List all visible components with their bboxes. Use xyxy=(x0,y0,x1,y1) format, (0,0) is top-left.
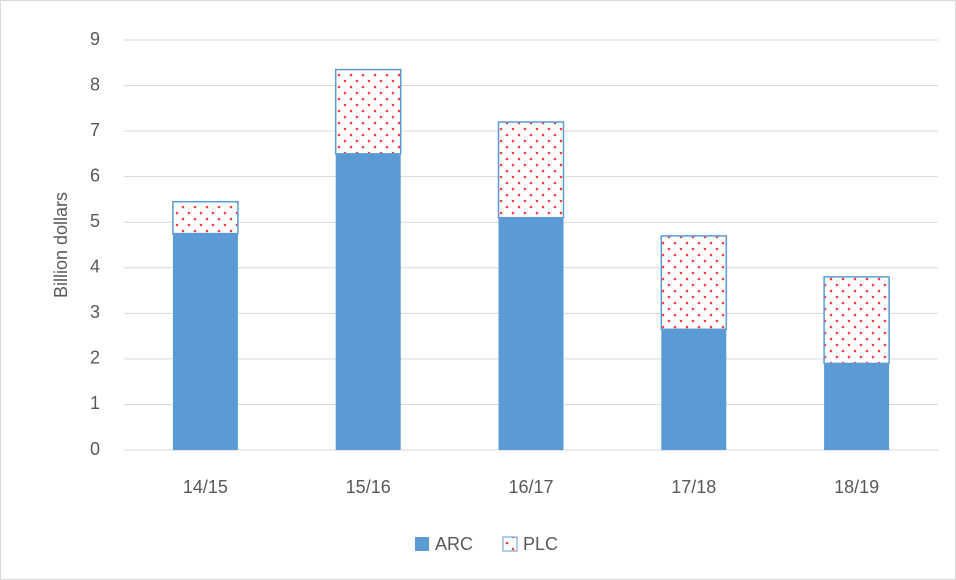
bar-segment xyxy=(335,153,401,450)
y-tick-label: 3 xyxy=(90,302,100,322)
bar-segment xyxy=(824,363,890,450)
bar-segment xyxy=(172,233,238,450)
x-tick-label: 14/15 xyxy=(183,477,228,497)
legend-swatch xyxy=(502,536,518,552)
x-tick-label: 17/18 xyxy=(671,477,716,497)
y-tick-label: 6 xyxy=(90,165,100,185)
y-tick-label: 9 xyxy=(90,29,100,49)
y-tick-label: 1 xyxy=(90,393,100,413)
legend-swatch xyxy=(415,537,429,551)
bar-segment xyxy=(823,276,890,365)
bar-segment xyxy=(498,217,564,450)
y-tick-label: 2 xyxy=(90,348,100,368)
x-tick-label: 16/17 xyxy=(508,477,553,497)
legend-label: ARC xyxy=(435,534,473,554)
y-tick-label: 7 xyxy=(90,120,100,140)
x-tick-label: 15/16 xyxy=(346,477,391,497)
bar-segment xyxy=(334,68,402,155)
x-tick-label: 18/19 xyxy=(834,477,879,497)
legend-label: PLC xyxy=(523,534,558,554)
y-tick-label: 4 xyxy=(90,257,100,277)
bar-segment xyxy=(172,200,239,235)
bar-segment xyxy=(661,329,727,450)
y-tick-label: 0 xyxy=(90,439,100,459)
y-axis-label: Billion dollars xyxy=(51,192,71,298)
y-tick-label: 5 xyxy=(90,211,100,231)
bar-segment xyxy=(497,121,565,219)
y-tick-label: 8 xyxy=(90,74,100,94)
bar-segment xyxy=(660,235,728,331)
